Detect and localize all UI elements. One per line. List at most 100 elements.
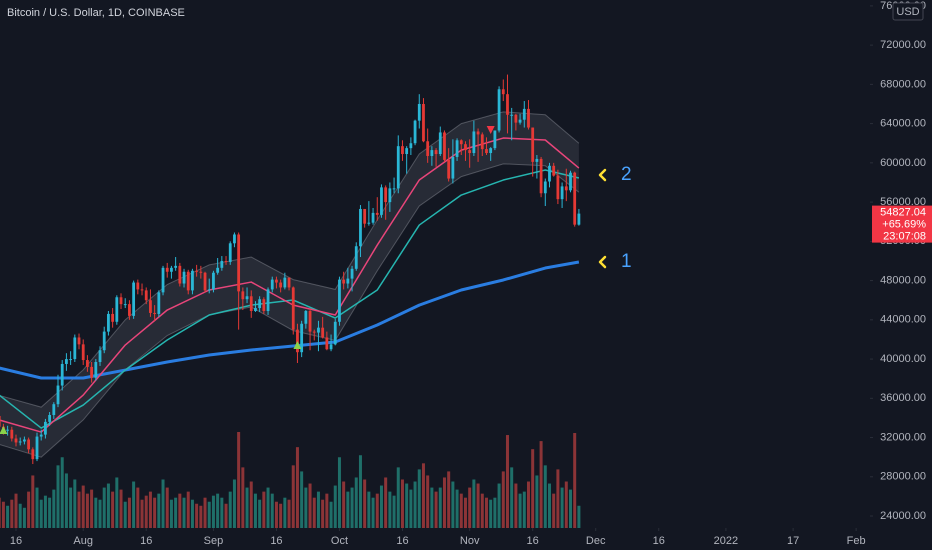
candle-body	[573, 172, 577, 225]
currency-label: USD	[896, 6, 919, 18]
candle-body	[468, 150, 472, 154]
volume-bar	[400, 479, 404, 528]
candle-body	[522, 108, 526, 120]
candle-body	[65, 359, 68, 364]
volume-bar	[102, 487, 106, 528]
candle-body	[325, 337, 329, 350]
candle-body	[417, 103, 421, 121]
candle-body	[333, 321, 337, 345]
volume-bar	[6, 505, 10, 528]
candle-body	[266, 289, 270, 311]
candle-body	[564, 186, 568, 191]
y-tick-label: 60000.00	[880, 157, 926, 169]
volume-bar	[10, 499, 14, 528]
y-tick-label: 72000.00	[880, 39, 926, 51]
candle-body	[39, 434, 43, 437]
candle-body	[216, 267, 220, 273]
volume-bar	[489, 499, 493, 528]
candle-body	[52, 404, 56, 415]
candle-body	[123, 304, 127, 306]
volume-bar	[543, 465, 547, 528]
candle-body	[380, 187, 383, 215]
volume-bar	[140, 499, 144, 528]
volume-bar	[127, 497, 131, 528]
volume-bar	[224, 503, 228, 528]
volume-bar	[287, 499, 291, 528]
candle-body	[409, 143, 413, 149]
volume-bar	[190, 499, 194, 528]
volume-bar	[413, 481, 417, 528]
volume-bar	[144, 495, 148, 528]
y-tick-label: 56000.00	[880, 196, 926, 208]
candle-body	[556, 175, 560, 200]
candle-body	[321, 327, 325, 338]
candle-body	[203, 272, 207, 291]
candle-body	[6, 429, 10, 431]
volume-bar	[568, 489, 572, 528]
candle-body	[346, 278, 350, 284]
candle-body	[560, 186, 564, 200]
x-tick-label: Nov	[460, 535, 480, 547]
candle-body	[0, 415, 1, 427]
candle-body	[170, 267, 173, 272]
candle-body	[115, 297, 119, 322]
x-tick-label: 2022	[714, 535, 738, 547]
candle-body	[447, 159, 451, 179]
volume-bar	[270, 493, 274, 528]
candle-body	[476, 131, 480, 135]
candle-body	[81, 344, 85, 361]
volume-bar	[136, 487, 140, 528]
volume-bar	[253, 493, 257, 528]
candle-body	[329, 344, 333, 350]
candle-body	[514, 114, 518, 123]
countdown: 23:07:08	[883, 231, 926, 243]
volume-bar	[18, 503, 22, 528]
candle-body	[405, 148, 409, 155]
candle-body	[73, 337, 77, 360]
x-tick-label: Dec	[586, 535, 606, 547]
candle-body	[86, 360, 89, 367]
volume-bar	[367, 491, 371, 528]
volume-bar	[455, 489, 459, 528]
candle-body	[367, 222, 371, 224]
candle-body	[199, 271, 203, 273]
x-tick-label: 16	[653, 535, 665, 547]
volume-bar	[266, 487, 270, 528]
volume-bar	[207, 501, 211, 528]
volume-bar	[337, 457, 341, 528]
candle-body	[548, 165, 551, 182]
x-tick-label: 16	[270, 535, 282, 547]
x-tick-label: 16	[10, 535, 22, 547]
volume-bar	[430, 487, 434, 528]
band-edge	[0, 111, 580, 408]
candle-body	[485, 149, 488, 154]
candle-body	[506, 94, 509, 115]
candle-body	[569, 172, 572, 191]
volume-bar	[447, 471, 451, 528]
volume-bar	[480, 493, 484, 528]
volume-bar	[249, 481, 253, 528]
candle-body	[195, 270, 199, 272]
indicator-line	[0, 260, 580, 380]
volume-bar	[556, 469, 560, 528]
volume-bar	[111, 491, 115, 528]
volume-bar	[325, 493, 329, 528]
candle-body	[10, 429, 14, 439]
volume-bar	[291, 465, 295, 528]
candle-body	[144, 290, 148, 301]
candle-body	[384, 187, 388, 203]
candle-body	[317, 327, 320, 333]
annotation-chevron	[598, 168, 607, 182]
x-tick-label: Sep	[204, 535, 224, 547]
x-tick-label: Oct	[331, 535, 348, 547]
volume-bar	[98, 499, 102, 528]
candle-body	[161, 267, 165, 293]
volume-bar	[573, 433, 577, 528]
volume-bar	[169, 499, 173, 528]
candle-body	[60, 363, 64, 386]
volume-bar	[60, 457, 64, 528]
volume-bar	[220, 497, 224, 528]
candle-body	[375, 212, 379, 215]
currency-box	[892, 2, 924, 21]
